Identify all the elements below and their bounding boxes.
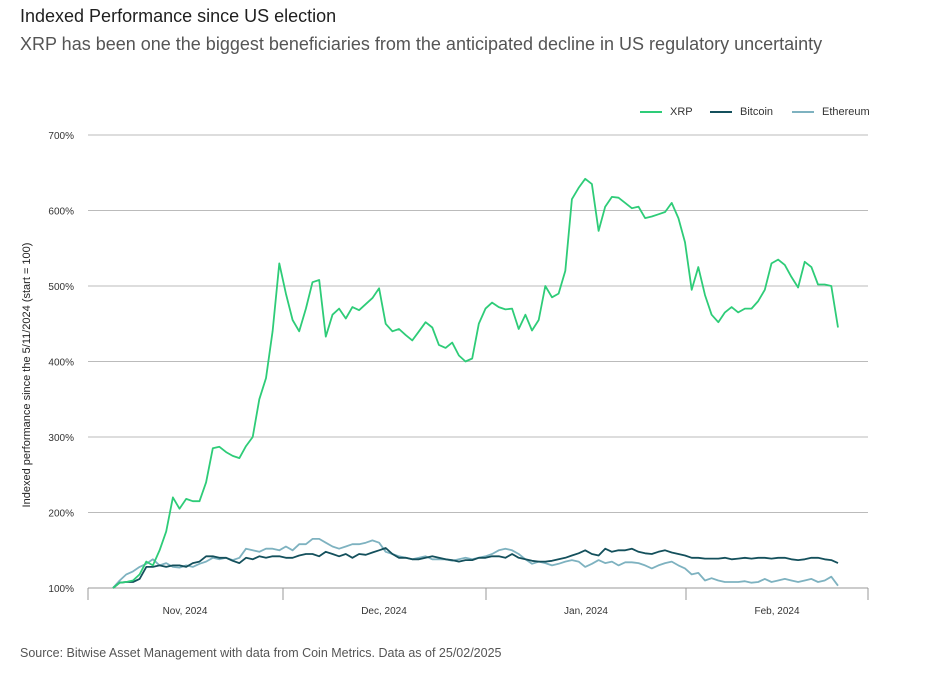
y-tick-label: 300% xyxy=(48,433,74,444)
x-tick-label: Nov, 2024 xyxy=(163,606,208,617)
legend-swatch-bitcoin xyxy=(710,111,732,113)
chart-subtitle: XRP has been one the biggest beneficiari… xyxy=(20,34,823,54)
legend-label-ethereum: Ethereum xyxy=(822,106,870,118)
legend-label-bitcoin: Bitcoin xyxy=(740,106,774,118)
legend-swatch-xrp xyxy=(640,111,662,113)
series-line-ethereum xyxy=(112,538,839,589)
y-tick-label: 400% xyxy=(48,358,74,369)
y-axis-ticks: 100% 200% 300% 400% 500% 600% 700% xyxy=(48,131,74,595)
y-tick-label: 200% xyxy=(48,509,74,520)
x-tick-label: Jan, 2024 xyxy=(564,606,608,617)
y-tick-label: 500% xyxy=(48,282,74,293)
x-tick-label: Feb, 2024 xyxy=(754,606,799,617)
legend-swatch-ethereum xyxy=(792,111,814,113)
y-tick-label: 600% xyxy=(48,207,74,218)
gridlines xyxy=(88,134,868,589)
y-tick-label: 100% xyxy=(48,584,74,595)
x-tick-label: Dec, 2024 xyxy=(361,606,407,617)
series-lines xyxy=(112,177,839,589)
source-note: Source: Bitwise Asset Management with da… xyxy=(20,646,502,660)
y-axis-label: Indexed performance since the 5/11/2024 … xyxy=(21,243,33,508)
y-tick-label: 700% xyxy=(48,131,74,142)
legend-label-xrp: XRP xyxy=(670,106,693,118)
series-line-xrp xyxy=(112,177,839,589)
legend-item-bitcoin: Bitcoin xyxy=(710,106,773,118)
legend: XRP Bitcoin Ethereum xyxy=(0,106,951,122)
legend-item-ethereum: Ethereum xyxy=(792,106,870,118)
chart-title: Indexed Performance since US election xyxy=(20,6,337,26)
series-line-bitcoin xyxy=(112,547,839,589)
legend-item-xrp: XRP xyxy=(640,106,693,118)
x-axis: Nov, 2024 Dec, 2024 Jan, 2024 Feb, 2024 xyxy=(87,588,869,617)
